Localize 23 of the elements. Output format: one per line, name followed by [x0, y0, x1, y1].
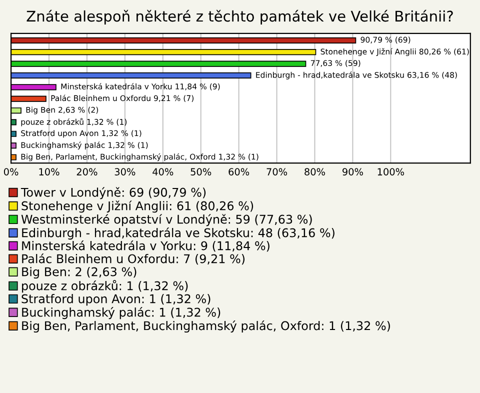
x-tick-label: 50%: [190, 168, 212, 176]
x-tick-label: 60%: [228, 168, 250, 176]
x-tick-label: 80%: [304, 168, 326, 176]
legend-label: Westminsterké opatství v Londýně: 59 (77,63 %): [21, 214, 312, 226]
legend-label: pouze z obrázků: 1 (1,32 %): [22, 280, 188, 293]
x-tick-label: 70%: [266, 168, 288, 176]
legend-label: Minsterská katedrála v Yorku: 9 (11,84 %): [22, 240, 270, 252]
x-tick-label: 40%: [152, 168, 174, 176]
x-tick-label: 20%: [76, 168, 98, 176]
legend-label: Stonehenge v Jižní Anglii: 61 (80,26 %): [22, 200, 254, 213]
legend-label: Edinburgh - hrad,katedrála ve Skotsku: 48 (63,16 %): [22, 228, 334, 240]
legend-label: Palác Bleinhem u Oxfordu: 7 (9,21 %): [22, 254, 245, 265]
legend-label: Big Ben: 2 (2,63 %): [22, 266, 136, 279]
x-tick-label: 90%: [342, 168, 363, 176]
legend-label: Tower v Londýně: 69 (90,79 %): [20, 187, 206, 200]
legend-label: Buckinghamský palác: 1 (1,32 %): [22, 307, 220, 320]
legend-label: Stratford upon Avon: 1 (1,32 %): [22, 294, 210, 306]
chart-title: Znáte alespoň některé z těchto památek ve Velké Británii?: [26, 10, 453, 25]
x-tick-label: 100%: [378, 168, 404, 176]
x-tick-label: 0%: [4, 168, 18, 176]
x-tick-label: 30%: [114, 168, 136, 176]
legend-label: Big Ben, Parlament, Buckinghamský palác, Oxford: 1 (1,32 %): [22, 320, 390, 333]
x-tick-label: 10%: [39, 168, 60, 176]
